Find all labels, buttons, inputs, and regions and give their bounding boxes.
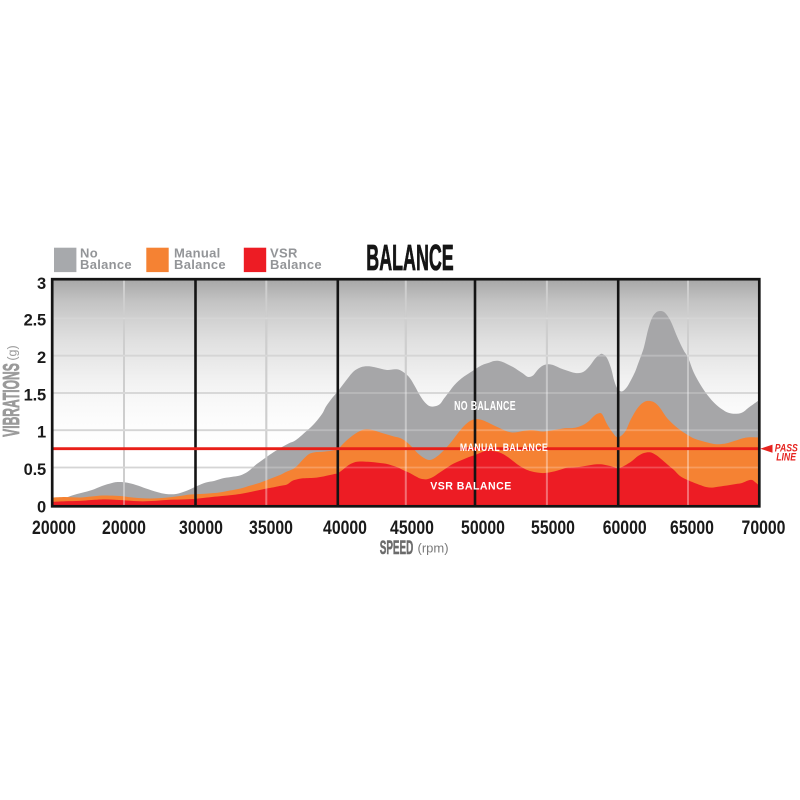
svg-text:LINE: LINE — [776, 452, 796, 464]
svg-text:2: 2 — [37, 349, 46, 367]
svg-text:0: 0 — [37, 499, 46, 517]
svg-text:20000: 20000 — [32, 516, 76, 538]
svg-text:Manual: Manual — [174, 245, 221, 260]
svg-text:BALANCE: BALANCE — [366, 238, 453, 279]
svg-text:20000: 20000 — [102, 516, 146, 538]
svg-text:50000: 50000 — [461, 516, 505, 538]
svg-text:Balance: Balance — [270, 257, 322, 272]
svg-text:MANUAL BALANCE: MANUAL BALANCE — [460, 442, 548, 454]
svg-text:Balance: Balance — [174, 257, 226, 272]
svg-text:NO BALANCE: NO BALANCE — [454, 399, 516, 413]
svg-text:VIBRATIONS: VIBRATIONS — [0, 363, 24, 437]
svg-text:0.5: 0.5 — [24, 461, 46, 479]
svg-text:45000: 45000 — [390, 516, 434, 538]
svg-text:VSR BALANCE: VSR BALANCE — [430, 480, 512, 492]
svg-text:VSR: VSR — [270, 245, 298, 260]
svg-text:65000: 65000 — [670, 516, 714, 538]
svg-text:PASS: PASS — [775, 443, 798, 455]
svg-text:1: 1 — [37, 424, 46, 442]
svg-text:70000: 70000 — [742, 516, 786, 538]
svg-text:40000: 40000 — [323, 516, 367, 538]
svg-text:(rpm): (rpm) — [418, 541, 449, 556]
svg-text:SPEED: SPEED — [380, 538, 414, 559]
svg-text:3: 3 — [37, 275, 46, 293]
svg-text:1.5: 1.5 — [24, 386, 46, 404]
svg-text:Balance: Balance — [80, 257, 132, 272]
svg-text:2.5: 2.5 — [24, 312, 46, 330]
svg-text:(g): (g) — [6, 345, 20, 360]
svg-text:No: No — [80, 245, 98, 260]
svg-text:35000: 35000 — [249, 516, 293, 538]
svg-text:55000: 55000 — [531, 516, 575, 538]
svg-text:30000: 30000 — [179, 516, 223, 538]
svg-text:60000: 60000 — [603, 516, 647, 538]
